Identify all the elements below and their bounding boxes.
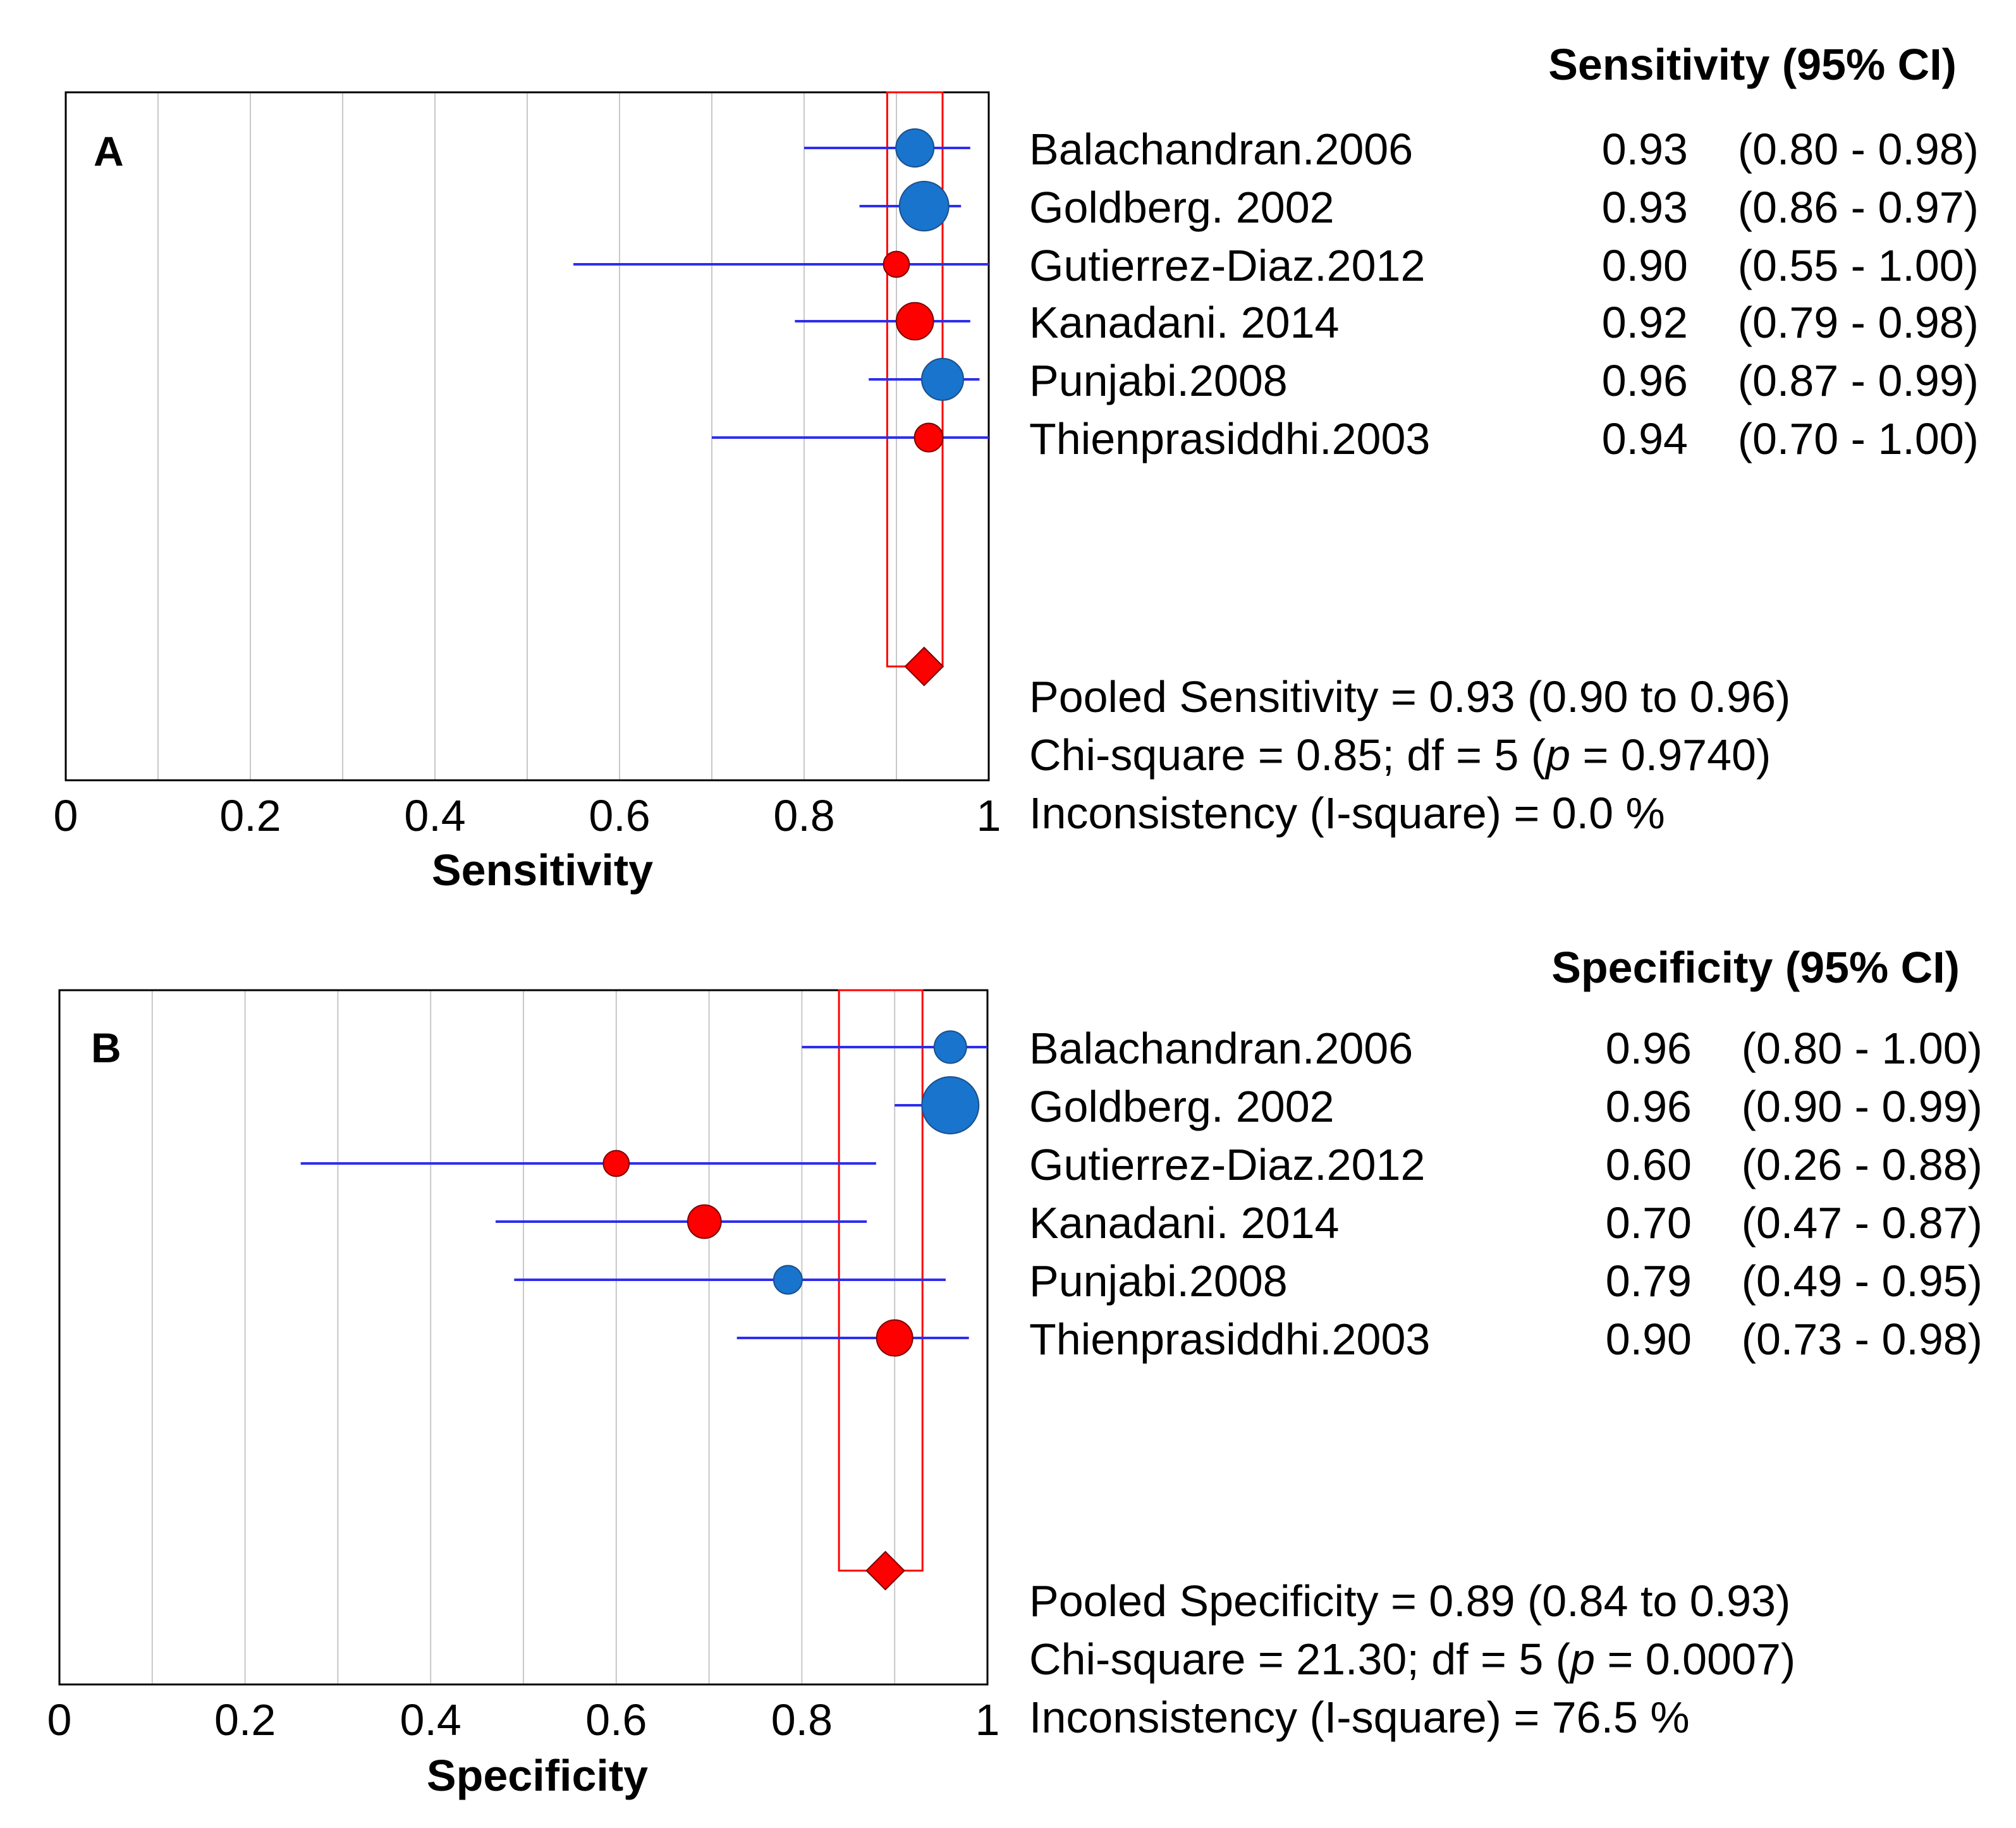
study-point xyxy=(921,1076,980,1134)
pooled-diamond xyxy=(904,646,944,687)
stats-block: Pooled Sensitivity = 0.93 (0.90 to 0.96)… xyxy=(1029,672,1790,838)
study-ci: (0.79 - 0.98) xyxy=(1738,298,1979,347)
study-point xyxy=(921,358,964,401)
study-estimate: 0.96 xyxy=(1602,356,1688,405)
x-tick-label: 0.8 xyxy=(771,1695,833,1745)
x-tick-label: 0.4 xyxy=(404,791,465,840)
x-tick-label: 0.2 xyxy=(219,791,281,840)
chi-square-text: Chi-square = 0.85; df = 5 (p = 0.9740) xyxy=(1029,730,1771,780)
inconsistency-text: Inconsistency (I-square) = 76.5 % xyxy=(1029,1693,1690,1742)
x-tick-label: 1 xyxy=(977,791,1001,840)
x-axis-label: Sensitivity xyxy=(432,845,653,895)
study-name: Punjabi.2008 xyxy=(1029,1256,1288,1306)
study-name: Balachandran.2006 xyxy=(1029,1024,1413,1073)
panel-label: B xyxy=(91,1024,121,1071)
study-estimate: 0.70 xyxy=(1606,1198,1692,1248)
x-axis-label: Specificity xyxy=(427,1751,648,1800)
study-name: Gutierrez-Diaz.2012 xyxy=(1029,1140,1425,1189)
study-point xyxy=(883,250,910,278)
chi-square-prefix: Chi-square = 21.30; df = 5 ( xyxy=(1029,1635,1570,1684)
pooled-text: Pooled Specificity = 0.89 (0.84 to 0.93) xyxy=(1029,1576,1790,1626)
study-point xyxy=(895,302,934,341)
x-tick-labels: 0 0.2 0.4 0.6 0.8 1 xyxy=(54,791,1001,840)
study-point xyxy=(913,422,944,453)
x-tick-label: 0.6 xyxy=(589,791,650,840)
chi-square-p-symbol: p xyxy=(1569,1635,1595,1684)
study-point xyxy=(895,128,935,168)
panel-b: B 0 0.2 0.4 0.6 0.8 1 Specificity Specificity… xyxy=(47,943,1982,1800)
plot-frame xyxy=(58,989,989,1686)
study-ci: (0.49 - 0.95) xyxy=(1742,1256,1982,1306)
study-table: Balachandran.2006 0.93 (0.80 - 0.98) Goldbe… xyxy=(1029,125,1979,463)
x-tick-label: 1 xyxy=(975,1695,1000,1745)
study-estimate: 0.93 xyxy=(1602,183,1688,232)
stats-block: Pooled Specificity = 0.89 (0.84 to 0.93)… xyxy=(1029,1576,1795,1742)
chi-square-suffix: = 0.0007) xyxy=(1595,1635,1795,1684)
chi-square-prefix: Chi-square = 0.85; df = 5 ( xyxy=(1029,730,1546,780)
pooled-text: Pooled Sensitivity = 0.93 (0.90 to 0.96) xyxy=(1029,672,1790,721)
column-header: Specificity (95% CI) xyxy=(1551,943,1960,992)
study-ci: (0.80 - 1.00) xyxy=(1742,1024,1982,1073)
chi-square-p-symbol: p xyxy=(1544,730,1570,780)
data-marks xyxy=(300,989,987,1591)
study-point xyxy=(876,1319,913,1357)
study-point xyxy=(933,1030,967,1064)
study-estimate: 0.90 xyxy=(1602,241,1688,290)
study-name: Thienprasiddhi.2003 xyxy=(1029,1315,1430,1364)
study-ci: (0.80 - 0.98) xyxy=(1738,125,1979,174)
study-ci: (0.90 - 0.99) xyxy=(1742,1082,1982,1131)
study-estimate: 0.79 xyxy=(1606,1256,1692,1306)
study-estimate: 0.92 xyxy=(1602,298,1688,347)
study-table: Balachandran.2006 0.96 (0.80 - 1.00) Goldbe… xyxy=(1029,1024,1982,1364)
x-tick-label: 0.4 xyxy=(400,1695,461,1745)
study-name: Balachandran.2006 xyxy=(1029,125,1413,174)
study-ci: (0.70 - 1.00) xyxy=(1738,414,1979,463)
x-tick-label: 0 xyxy=(54,791,78,840)
study-ci: (0.86 - 0.97) xyxy=(1738,183,1979,232)
study-estimate: 0.90 xyxy=(1606,1315,1692,1364)
data-marks xyxy=(573,91,989,687)
x-tick-label: 0.6 xyxy=(585,1695,647,1745)
x-tick-label: 0.8 xyxy=(773,791,834,840)
panel-label: A xyxy=(94,128,124,175)
inconsistency-text: Inconsistency (I-square) = 0.0 % xyxy=(1029,788,1665,838)
study-name: Goldberg. 2002 xyxy=(1029,1082,1335,1131)
study-ci: (0.87 - 0.99) xyxy=(1738,356,1979,405)
study-ci: (0.73 - 0.98) xyxy=(1742,1315,1982,1364)
column-header: Sensitivity (95% CI) xyxy=(1548,40,1957,89)
study-estimate: 0.96 xyxy=(1606,1082,1692,1131)
chi-square-text: Chi-square = 21.30; df = 5 (p = 0.0007) xyxy=(1029,1635,1795,1684)
x-tick-labels: 0 0.2 0.4 0.6 0.8 1 xyxy=(47,1695,1000,1745)
panel-a: A 0 0.2 0.4 0.6 0.8 1 Sensitivity Sensitivity… xyxy=(54,40,1979,895)
study-estimate: 0.96 xyxy=(1606,1024,1692,1073)
study-name: Punjabi.2008 xyxy=(1029,356,1288,405)
study-point xyxy=(898,181,950,231)
study-point xyxy=(602,1150,630,1177)
study-ci: (0.47 - 0.87) xyxy=(1742,1198,1982,1248)
x-tick-label: 0.2 xyxy=(214,1695,276,1745)
chi-square-suffix: = 0.9740) xyxy=(1570,730,1771,780)
study-name: Kanadani. 2014 xyxy=(1029,1198,1339,1248)
study-point xyxy=(773,1265,803,1295)
study-estimate: 0.93 xyxy=(1602,125,1688,174)
x-tick-label: 0 xyxy=(47,1695,72,1745)
study-name: Goldberg. 2002 xyxy=(1029,183,1335,232)
study-ci: (0.55 - 1.00) xyxy=(1738,241,1979,290)
study-name: Kanadani. 2014 xyxy=(1029,298,1339,347)
study-name: Gutierrez-Diaz.2012 xyxy=(1029,241,1425,290)
study-ci: (0.26 - 0.88) xyxy=(1742,1140,1982,1189)
study-estimate: 0.94 xyxy=(1602,414,1688,463)
study-estimate: 0.60 xyxy=(1606,1140,1692,1189)
pooled-diamond xyxy=(865,1550,905,1591)
study-point xyxy=(687,1204,722,1239)
study-name: Thienprasiddhi.2003 xyxy=(1029,414,1430,463)
